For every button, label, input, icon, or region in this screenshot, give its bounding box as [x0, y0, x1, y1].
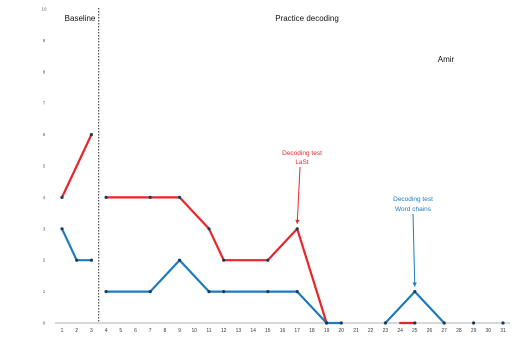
- series-2-data-point: [266, 290, 270, 294]
- annotation-red-line-2: LaSt: [295, 159, 309, 166]
- x-tick-label: 25: [412, 328, 418, 334]
- series-1-data-point: [60, 195, 64, 199]
- series-1-data-point: [295, 227, 299, 231]
- y-tick-label: 1: [43, 289, 46, 294]
- y-tick-label: 8: [43, 69, 46, 74]
- y-tick-labels: 0 1 2 3 4 5 6 7 8 9 10: [41, 7, 47, 326]
- x-tick-label: 4: [105, 328, 108, 334]
- x-tick-label: 26: [427, 328, 433, 334]
- series-2-data-point: [222, 290, 226, 294]
- x-tick-label: 29: [471, 328, 477, 334]
- x-tick-label: 9: [178, 328, 181, 334]
- series-1-line-segment: [104, 196, 328, 325]
- x-tick-label: 22: [368, 328, 374, 334]
- x-tick-label: 11: [206, 328, 211, 334]
- series-1-data-point: [148, 195, 152, 199]
- series-2-data-point: [413, 290, 417, 294]
- series-1-line-segment: [60, 133, 93, 199]
- x-tick-label: 6: [134, 328, 137, 334]
- annotation-blue-line-1: Decoding test: [393, 196, 433, 203]
- x-tick-label: 14: [250, 328, 256, 334]
- chart-labels: Baseline Practice decoding Amir: [65, 14, 455, 64]
- y-tick-label: 4: [43, 195, 46, 200]
- annotation-arrow-2: [412, 213, 416, 287]
- annotation-arrowhead-1: [295, 219, 300, 224]
- data-series: [60, 133, 505, 325]
- y-tick-label: 5: [43, 164, 46, 169]
- series-2-data-point: [89, 258, 93, 262]
- series-2-data-point: [295, 290, 299, 294]
- x-tick-labels: 1 2 3 4 5 6 7 8 9 10 11 12 13 14 15 16 17 18 19 20 21 22 23 24 2…: [61, 328, 506, 334]
- x-tick-label: 21: [353, 328, 359, 334]
- series-1-data-point: [104, 195, 108, 199]
- series-1-data-point: [266, 258, 270, 262]
- x-tick-label: 28: [456, 328, 462, 334]
- series-2-line-segment: [384, 290, 446, 325]
- participant-label: Amir: [438, 55, 455, 64]
- x-tick-label: 19: [324, 328, 330, 334]
- annotation-arrow-1: [296, 166, 301, 224]
- y-tick-label: 2: [43, 258, 46, 263]
- x-tick-label: 15: [265, 328, 271, 334]
- x-tick-label: 31: [500, 328, 506, 334]
- x-tick-label: 8: [164, 328, 167, 334]
- series-2-data-point: [104, 290, 108, 294]
- x-tick-label: 23: [383, 328, 389, 334]
- x-tick-label: 30: [486, 328, 492, 334]
- x-tick-label: 5: [119, 328, 122, 334]
- x-tick-label: 20: [339, 328, 345, 334]
- annotation-red-line-1: Decoding test: [282, 150, 322, 157]
- series-2-data-point: [501, 321, 505, 325]
- x-tick-label: 16: [280, 328, 286, 334]
- series-2-line-segment: [60, 227, 93, 262]
- y-tick-label: 9: [43, 38, 46, 43]
- series-2-data-point: [472, 321, 476, 325]
- x-tick-label: 12: [221, 328, 227, 334]
- x-tick-label: 3: [90, 328, 93, 334]
- x-tick-label: 17: [294, 328, 300, 334]
- annotation-blue-line-2: Word chains: [395, 206, 432, 213]
- series-2-data-point: [207, 290, 211, 294]
- y-tick-label: 7: [43, 101, 46, 106]
- y-tick-label: 10: [41, 7, 47, 12]
- series-2-data-point: [325, 321, 329, 325]
- phase-label-baseline: Baseline: [65, 14, 96, 23]
- series-2-data-point: [60, 227, 64, 231]
- series-1-data-point: [178, 195, 182, 199]
- series-2-data-point: [339, 321, 343, 325]
- x-tick-label: 2: [75, 328, 78, 334]
- x-tick-label: 1: [61, 328, 64, 334]
- series-1-data-point: [207, 227, 211, 231]
- series-1-data-point: [222, 258, 226, 262]
- y-tick-label: 6: [43, 132, 46, 137]
- x-tick-label: 18: [309, 328, 315, 334]
- series-2-data-point: [148, 290, 152, 294]
- x-tick-label: 24: [397, 328, 403, 334]
- series-2-data-point: [442, 321, 446, 325]
- series-1-data-point: [89, 133, 93, 137]
- x-tick-label: 7: [149, 328, 152, 334]
- annotation-arrows: [295, 166, 417, 287]
- series-2-data-point: [383, 321, 387, 325]
- x-tick-label: 13: [236, 328, 242, 334]
- y-tick-label: 0: [43, 321, 46, 326]
- chart-annotations: Decoding test LaSt Decoding test Word ch…: [282, 150, 433, 213]
- series-1-data-point: [413, 321, 417, 325]
- x-tick-label: 27: [441, 328, 447, 334]
- y-tick-label: 3: [43, 226, 46, 231]
- series-2-data-point: [178, 258, 182, 262]
- phase-label-practice: Practice decoding: [275, 14, 339, 23]
- annotation-arrowhead-2: [412, 282, 417, 287]
- x-tick-label: 10: [192, 328, 198, 334]
- series-2-data-point: [75, 258, 79, 262]
